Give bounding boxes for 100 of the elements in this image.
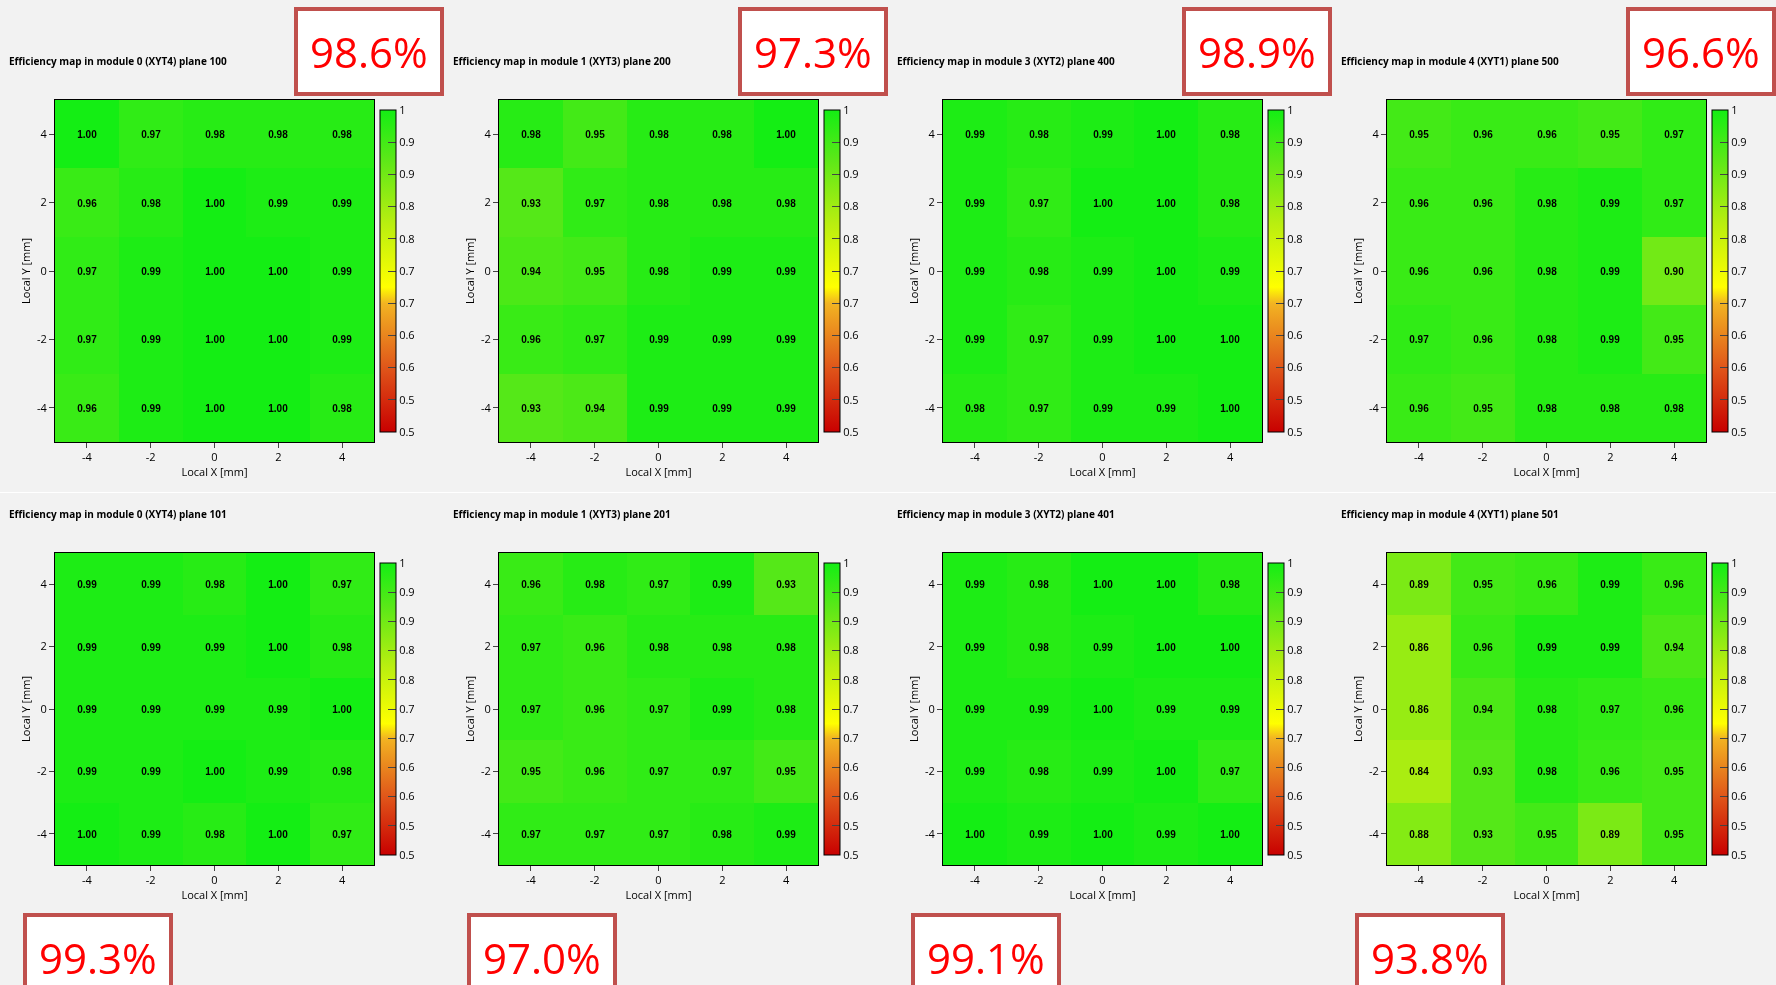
color-bar-label: 0.6: [399, 759, 415, 775]
data-label: 0.97: [1600, 703, 1621, 715]
y-tick-label: 0: [928, 262, 935, 278]
x-tick-label: -4: [81, 449, 93, 465]
chart-title: Efficiency map in module 1 (XYT3) plane 201: [452, 507, 671, 521]
x-tick-label: -4: [1413, 872, 1425, 888]
color-bar-label: 0.5: [843, 846, 859, 862]
data-label: 1.00: [268, 641, 289, 653]
x-tick-label: 4: [1670, 872, 1678, 888]
x-tick-label: -4: [525, 449, 537, 465]
data-label: 0.99: [1600, 197, 1621, 209]
data-label: 0.98: [1029, 265, 1050, 277]
color-bar-label: 0.7: [1731, 262, 1747, 278]
data-label: 1.00: [1156, 578, 1177, 590]
color-bar-label: 1: [1731, 554, 1738, 570]
data-label: 1.00: [268, 333, 289, 345]
data-label: 0.98: [332, 641, 353, 653]
color-bar-label: 0.8: [843, 198, 859, 214]
chart-title: Efficiency map in module 1 (XYT3) plane 200: [452, 54, 671, 68]
data-label: 0.99: [1220, 703, 1241, 715]
data-label: 1.00: [1220, 333, 1241, 345]
data-label: 0.94: [1664, 641, 1685, 653]
data-label: 0.97: [1029, 333, 1050, 345]
color-bar-label: 0.9: [399, 134, 415, 150]
color-bar-label: 0.8: [399, 198, 415, 214]
color-bar-label: 0.7: [1287, 295, 1303, 311]
x-tick-label: 2: [1163, 449, 1170, 465]
data-label: 0.98: [268, 128, 289, 140]
color-bar-label: 1: [1731, 101, 1738, 117]
data-label: 0.95: [1600, 128, 1621, 140]
data-label: 0.95: [1664, 828, 1685, 840]
color-bar-label: 0.5: [1287, 423, 1303, 439]
data-label: 0.99: [712, 703, 733, 715]
x-axis-title: Local X [mm]: [1069, 887, 1136, 903]
data-label: 0.95: [521, 765, 542, 777]
color-bar-label: 0.5: [1731, 391, 1747, 407]
color-bar-label: 0.6: [843, 327, 859, 343]
chart-title: Efficiency map in module 0 (XYT4) plane 101: [8, 507, 227, 521]
color-bar-label: 0.7: [1287, 730, 1303, 746]
data-label: 0.97: [141, 128, 162, 140]
data-label: 0.95: [1537, 828, 1558, 840]
y-tick-label: -4: [1368, 399, 1380, 415]
data-label: 0.95: [1409, 128, 1430, 140]
data-label: 0.97: [332, 578, 353, 590]
color-bar-label: 0.6: [1731, 759, 1747, 775]
x-tick-label: 4: [1670, 449, 1678, 465]
data-label: 0.98: [649, 197, 670, 209]
color-bar-label: 0.8: [1287, 671, 1303, 687]
data-label: 0.96: [1409, 402, 1430, 414]
data-label: 1.00: [77, 128, 98, 140]
y-tick-label: 4: [484, 126, 492, 142]
text: 97.0%: [483, 929, 601, 985]
y-tick-label: -2: [480, 331, 491, 347]
color-bar-label: 1: [1287, 554, 1294, 570]
data-label: 0.98: [1029, 641, 1050, 653]
data-label: 0.96: [1473, 128, 1494, 140]
data-label: 0.99: [1156, 828, 1177, 840]
data-label: 0.97: [1409, 333, 1430, 345]
color-bar-label: 0.9: [399, 613, 415, 629]
data-label: 0.97: [77, 265, 98, 277]
data-label: 0.94: [521, 265, 542, 277]
y-tick-label: 0: [1372, 700, 1379, 716]
data-label: 0.99: [965, 765, 986, 777]
data-label: 0.99: [965, 265, 986, 277]
color-bar-label: 0.9: [843, 166, 859, 182]
y-tick-label: 2: [484, 638, 491, 654]
data-label: 1.00: [1220, 828, 1241, 840]
data-label: 0.97: [1029, 197, 1050, 209]
text: 98.9%: [1198, 23, 1316, 80]
data-label: 0.99: [1537, 641, 1558, 653]
y-tick-label: 2: [40, 638, 47, 654]
color-bar-label: 0.7: [399, 295, 415, 311]
color-bar-label: 0.7: [843, 730, 859, 746]
color-bar-label: 0.9: [843, 613, 859, 629]
data-label: 0.96: [1473, 265, 1494, 277]
x-tick-label: 0: [655, 872, 662, 888]
data-label: 0.99: [1093, 128, 1114, 140]
y-tick-label: 4: [40, 576, 48, 592]
x-tick-label: 0: [211, 872, 218, 888]
color-bar-label: 0.9: [1287, 134, 1303, 150]
data-label: 0.96: [521, 578, 542, 590]
data-label: 0.99: [141, 578, 162, 590]
x-tick-label: 4: [1226, 449, 1234, 465]
y-tick-label: 4: [484, 576, 492, 592]
x-axis-title: Local X [mm]: [181, 887, 248, 903]
data-label: 0.88: [1409, 828, 1430, 840]
color-bar-label: 0.9: [1287, 166, 1303, 182]
text: 93.8%: [1371, 929, 1489, 985]
x-tick-label: 2: [719, 872, 726, 888]
data-label: 0.96: [1473, 197, 1494, 209]
color-bar-label: 0.9: [843, 584, 859, 600]
data-label: 1.00: [1156, 765, 1177, 777]
x-axis-title: Local X [mm]: [625, 464, 692, 480]
color-bar-label: 0.6: [399, 359, 415, 375]
data-label: 0.98: [1537, 765, 1558, 777]
x-tick-label: -2: [589, 872, 600, 888]
color-bar-label: 0.5: [399, 817, 415, 833]
color-bar-label: 0.8: [1731, 671, 1747, 687]
data-label: 0.99: [141, 265, 162, 277]
data-label: 0.97: [1029, 402, 1050, 414]
